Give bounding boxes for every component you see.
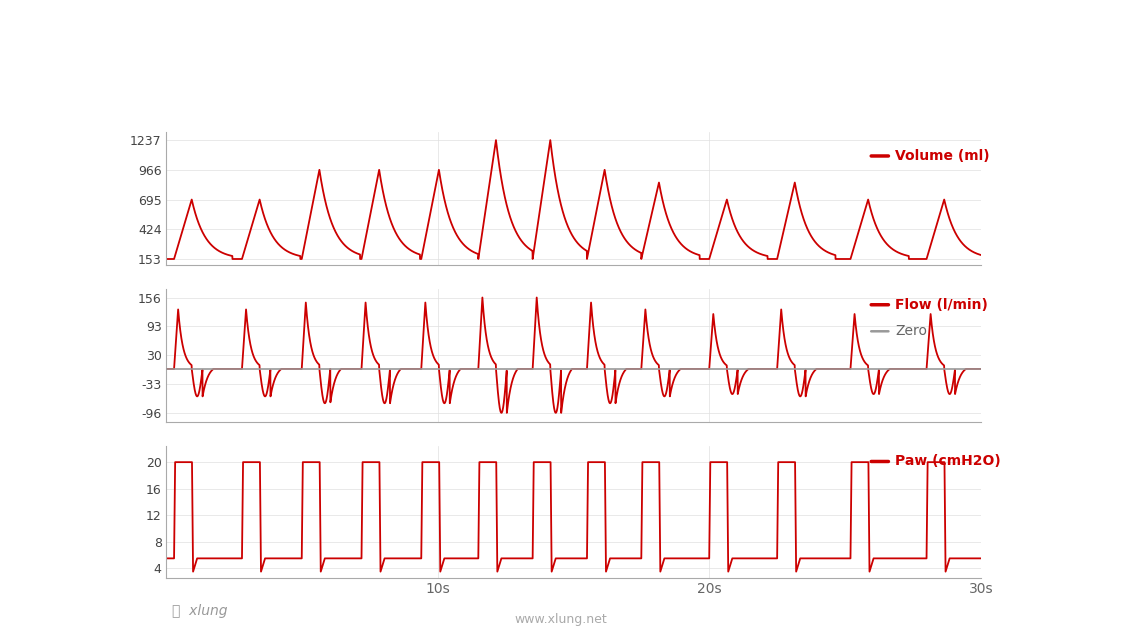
Text: Volume (ml): Volume (ml) bbox=[896, 149, 990, 163]
Text: ⓧ  xlung: ⓧ xlung bbox=[172, 604, 228, 618]
Text: Paw (cmH2O): Paw (cmH2O) bbox=[896, 454, 1001, 468]
Text: Flow (l/min): Flow (l/min) bbox=[896, 298, 989, 312]
Text: www.xlung.net: www.xlung.net bbox=[515, 612, 606, 626]
Text: Zero: Zero bbox=[896, 324, 927, 338]
Text: Pressure Support Ventilation, PSV mode: Pressure Support Ventilation, PSV mode bbox=[20, 39, 628, 68]
